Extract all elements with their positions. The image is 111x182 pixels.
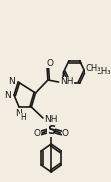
Text: O: O	[62, 130, 69, 139]
Text: N: N	[4, 90, 11, 100]
Text: O: O	[46, 58, 53, 68]
Text: H: H	[20, 112, 26, 122]
Text: NH: NH	[60, 76, 74, 86]
Text: N: N	[8, 78, 15, 86]
Text: NH: NH	[45, 116, 58, 124]
Text: S: S	[47, 124, 55, 136]
Text: CH₃: CH₃	[96, 68, 111, 76]
Text: N: N	[15, 110, 22, 118]
Text: CH₃: CH₃	[85, 64, 101, 73]
Text: O: O	[34, 130, 41, 139]
